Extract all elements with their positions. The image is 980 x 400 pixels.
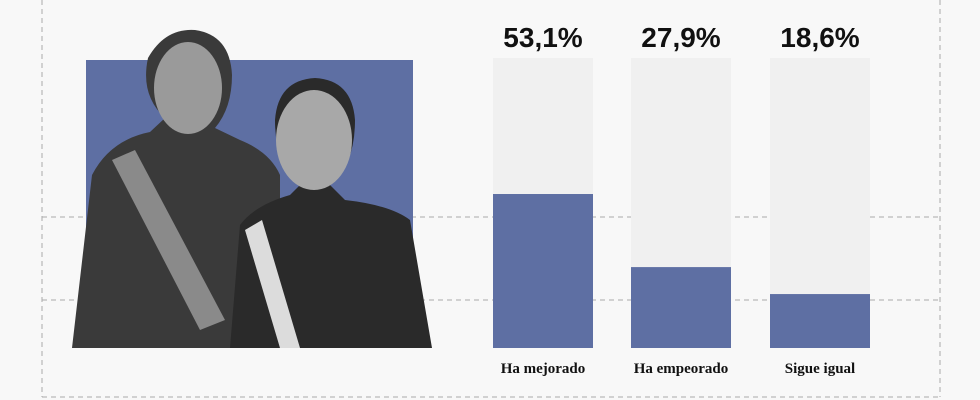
value-label: 53,1% xyxy=(503,22,582,53)
bar xyxy=(770,294,870,348)
photo xyxy=(72,29,432,348)
sash xyxy=(245,220,300,348)
face-right xyxy=(276,90,352,190)
bar xyxy=(631,267,731,348)
value-label: 18,6% xyxy=(780,22,859,53)
bar xyxy=(493,194,593,348)
value-label: 27,9% xyxy=(641,22,720,53)
sash xyxy=(112,150,225,330)
category-label: Sigue igual xyxy=(785,361,855,377)
figure-left xyxy=(72,29,280,348)
category-label: Ha mejorado xyxy=(501,361,586,377)
category-label: Ha empeorado xyxy=(634,361,729,377)
face-left xyxy=(154,42,222,134)
